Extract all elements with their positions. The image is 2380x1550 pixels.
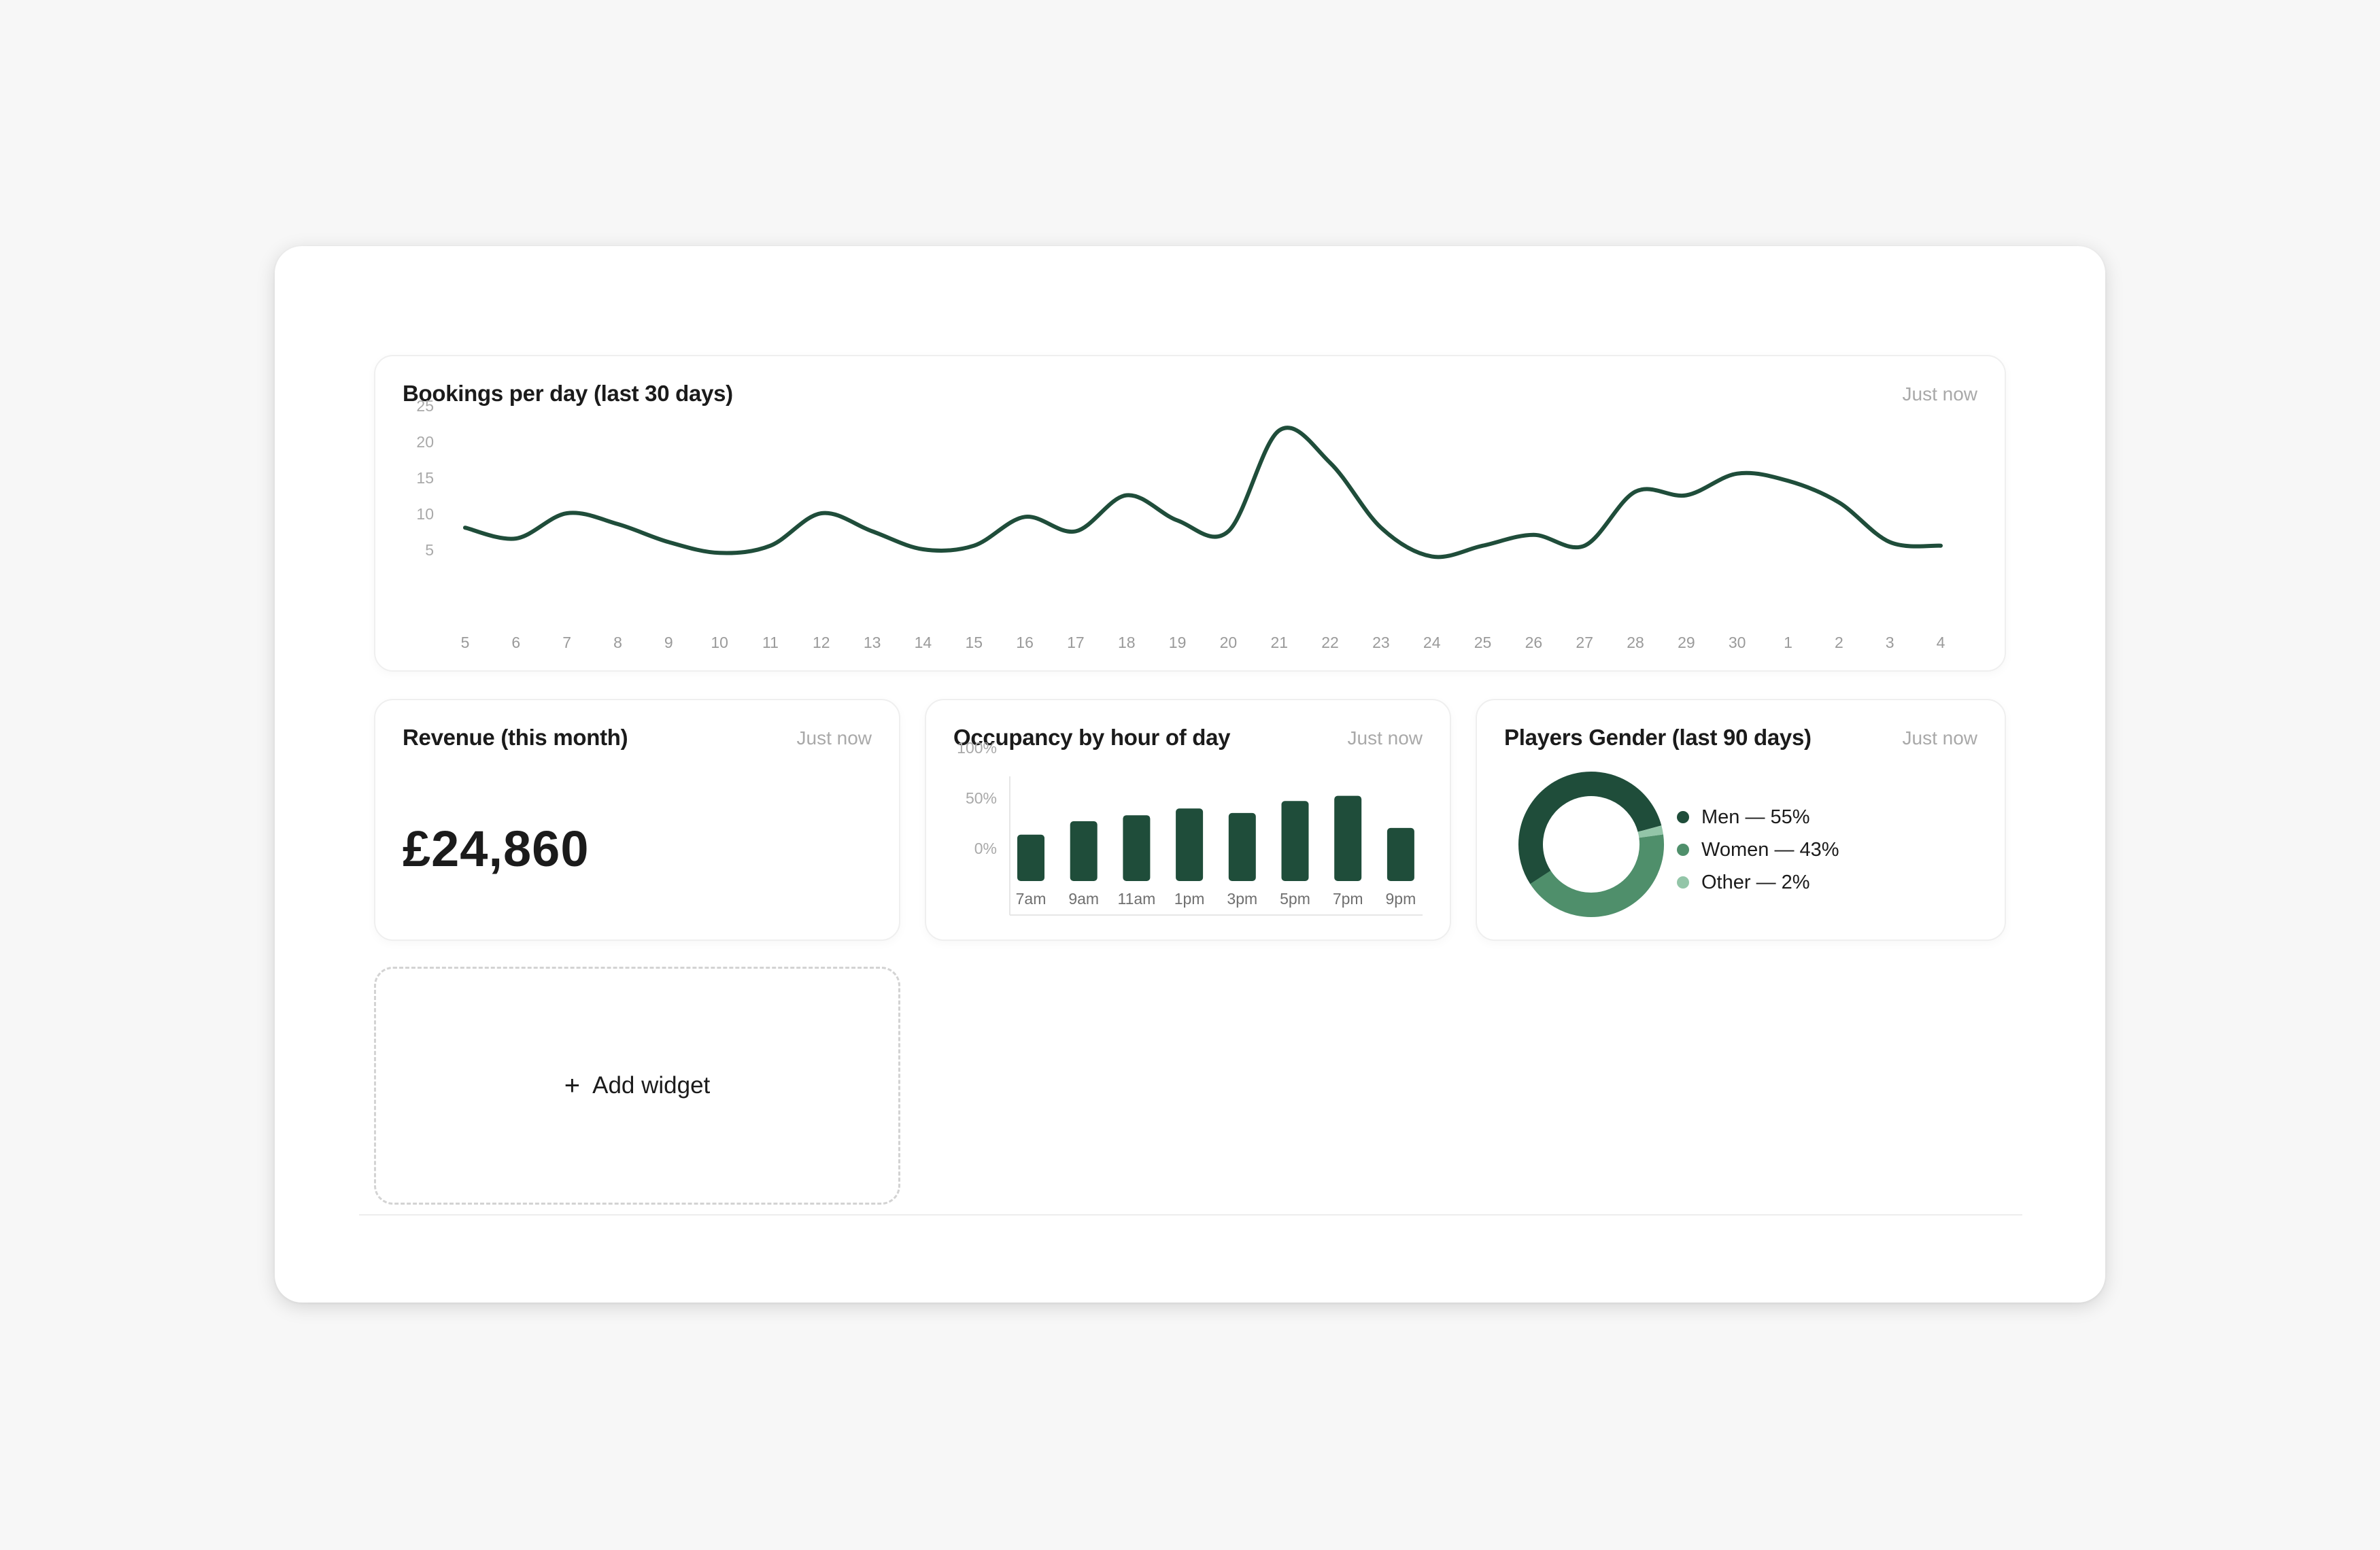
donut-slice	[1518, 772, 1664, 917]
occupancy-card: Occupancy by hour of day Just now 100% 50…	[925, 699, 1451, 941]
gender-title: Players Gender (last 90 days)	[1504, 725, 1812, 750]
x-tick-label: 9pm	[1386, 890, 1416, 908]
x-tick-label: 2	[1835, 634, 1843, 651]
x-tick-label: 10	[711, 634, 728, 651]
revenue-card: Revenue (this month) Just now £24,860	[374, 699, 900, 941]
y-tick-label: 20	[416, 433, 434, 451]
occupancy-bar	[1017, 834, 1044, 881]
gender-updated: Just now	[1902, 727, 1978, 748]
add-widget-label: Add widget	[592, 1072, 711, 1099]
x-tick-label: 24	[1423, 634, 1441, 651]
x-tick-label: 27	[1576, 634, 1593, 651]
x-tick-label: 11am	[1117, 890, 1155, 908]
x-tick-label: 28	[1627, 634, 1644, 651]
x-tick-label: 12	[813, 634, 830, 651]
gender-card: Players Gender (last 90 days) Just now M…	[1476, 699, 2006, 941]
legend-item: Women — 43%	[1677, 833, 1839, 866]
occupancy-updated: Just now	[1347, 727, 1423, 748]
x-tick-label: 3pm	[1227, 890, 1257, 908]
x-tick-label: 1	[1784, 634, 1792, 651]
x-tick-label: 8	[613, 634, 622, 651]
revenue-title: Revenue (this month)	[403, 725, 628, 750]
x-tick-label: 18	[1118, 634, 1136, 651]
x-tick-label: 15	[965, 634, 983, 651]
x-tick-label: 4	[1937, 634, 1945, 651]
occupancy-title: Occupancy by hour of day	[953, 725, 1231, 750]
y-tick-label: 100%	[957, 739, 997, 757]
bookings-title: Bookings per day (last 30 days)	[403, 381, 733, 406]
legend-dot	[1677, 811, 1689, 823]
x-tick-label: 9am	[1068, 890, 1099, 908]
x-tick-label: 7am	[1016, 890, 1047, 908]
occupancy-bar	[1387, 827, 1414, 881]
x-tick-label: 29	[1678, 634, 1695, 651]
legend-label: Other — 2%	[1701, 871, 1810, 893]
divider	[359, 1214, 2022, 1216]
x-tick-label: 5pm	[1280, 890, 1310, 908]
legend-label: Men — 55%	[1701, 806, 1810, 828]
occupancy-bar	[1123, 815, 1151, 881]
y-tick-label: 25	[416, 397, 434, 415]
bookings-card: Bookings per day (last 30 days) Just now…	[374, 355, 2006, 672]
gender-donut-chart	[1518, 772, 1664, 917]
legend-dot	[1677, 844, 1689, 856]
revenue-updated: Just now	[796, 727, 872, 748]
x-tick-label: 26	[1525, 634, 1543, 651]
donut-slice	[1518, 772, 1664, 917]
donut-slice	[1518, 772, 1664, 917]
x-tick-label: 16	[1016, 634, 1034, 651]
legend-item: Other — 2%	[1677, 866, 1839, 899]
x-tick-label: 9	[664, 634, 673, 651]
x-tick-label: 30	[1729, 634, 1746, 651]
legend-dot	[1677, 876, 1689, 889]
occupancy-bar-chart: 100% 50% 0% 7am 9am 11am 1pm 3pm 5pm 7pm 9pm	[957, 739, 1423, 916]
x-tick-label: 19	[1169, 634, 1187, 651]
x-tick-label: 13	[864, 634, 881, 651]
gender-legend: Men — 55% Women — 43% Other — 2%	[1677, 801, 1839, 899]
x-tick-label: 5	[461, 634, 470, 651]
occupancy-bar	[1334, 795, 1362, 881]
x-tick-label: 1pm	[1174, 890, 1205, 908]
x-tick-label: 3	[1886, 634, 1894, 651]
x-tick-label: 14	[915, 634, 932, 651]
occupancy-bar	[1070, 821, 1098, 881]
y-tick-label: 15	[416, 469, 434, 487]
x-tick-label: 7	[562, 634, 571, 651]
bookings-series-line	[463, 426, 1943, 559]
y-tick-label: 10	[416, 505, 434, 523]
occupancy-bar	[1281, 801, 1309, 881]
x-tick-label: 22	[1321, 634, 1339, 651]
bookings-updated: Just now	[1902, 383, 1978, 404]
plus-icon: +	[564, 1071, 581, 1101]
occupancy-bar	[1176, 808, 1204, 881]
x-tick-label: 7pm	[1333, 890, 1363, 908]
x-tick-label: 25	[1474, 634, 1492, 651]
y-tick-label: 50%	[966, 789, 997, 807]
x-tick-label: 11	[762, 634, 779, 651]
add-widget-button[interactable]: + Add widget	[374, 967, 900, 1205]
x-tick-label: 17	[1067, 634, 1085, 651]
x-tick-label: 6	[511, 634, 520, 651]
occupancy-bar	[1228, 812, 1256, 881]
revenue-value: £24,860	[403, 821, 590, 877]
y-tick-label: 0%	[974, 840, 997, 857]
dashboard-frame: Bookings per day (last 30 days) Just now…	[275, 246, 2105, 1303]
x-tick-label: 20	[1220, 634, 1238, 651]
x-tick-label: 21	[1270, 634, 1288, 651]
legend-item: Men — 55%	[1677, 801, 1839, 833]
legend-label: Women — 43%	[1701, 838, 1839, 861]
y-tick-label: 5	[425, 541, 434, 559]
x-tick-label: 23	[1372, 634, 1390, 651]
